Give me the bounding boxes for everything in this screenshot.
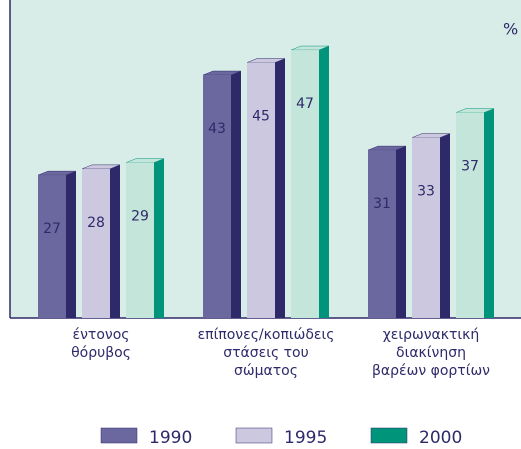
value-label: 45 — [252, 109, 270, 125]
value-label: 47 — [296, 96, 314, 112]
bar-front — [291, 50, 319, 318]
value-label: 28 — [87, 215, 105, 231]
bar — [125, 158, 165, 318]
x-tick-label: έντονος θόρυβος — [71, 327, 131, 361]
bar-front — [126, 162, 154, 318]
value-label: 31 — [373, 196, 391, 212]
bar-side — [154, 158, 164, 318]
bar-front — [456, 112, 484, 318]
bar-front — [368, 150, 396, 318]
x-tick-label: χειρωνακτική διακίνηση βαρέων φορτίων — [371, 327, 490, 379]
bar — [246, 58, 286, 318]
legend-swatch — [235, 427, 273, 444]
bar-side — [231, 71, 241, 319]
value-label: 33 — [417, 184, 435, 200]
legend-swatch — [100, 427, 138, 444]
value-label: 27 — [43, 221, 61, 237]
bar — [455, 108, 495, 318]
bar-side — [440, 133, 450, 318]
unit-label: % — [503, 20, 518, 39]
bar-side — [484, 108, 494, 318]
bar-side — [110, 164, 120, 318]
legend-label: 1990 — [149, 428, 192, 448]
bar — [290, 45, 330, 318]
bar — [367, 145, 407, 318]
x-tick-label: επίπονες/κοπιώδεις στάσεις του σώματος — [197, 327, 335, 379]
bar-side — [275, 58, 285, 318]
legend-label: 2000 — [419, 428, 462, 448]
legend-swatch — [370, 427, 408, 444]
bar-side — [319, 46, 329, 318]
bar — [411, 133, 451, 318]
bar — [81, 164, 121, 318]
value-label: 43 — [208, 121, 226, 137]
bar-front — [203, 75, 231, 319]
bar-front — [412, 137, 440, 318]
value-label: 29 — [131, 209, 149, 225]
legend-label: 1995 — [284, 428, 327, 448]
bar — [202, 70, 242, 319]
bar-front — [38, 175, 66, 318]
bar-side — [396, 146, 406, 318]
bar — [37, 170, 77, 318]
bar-side — [66, 171, 76, 318]
bar-front — [82, 168, 110, 318]
value-label: 37 — [461, 159, 479, 175]
bar-front — [247, 62, 275, 318]
